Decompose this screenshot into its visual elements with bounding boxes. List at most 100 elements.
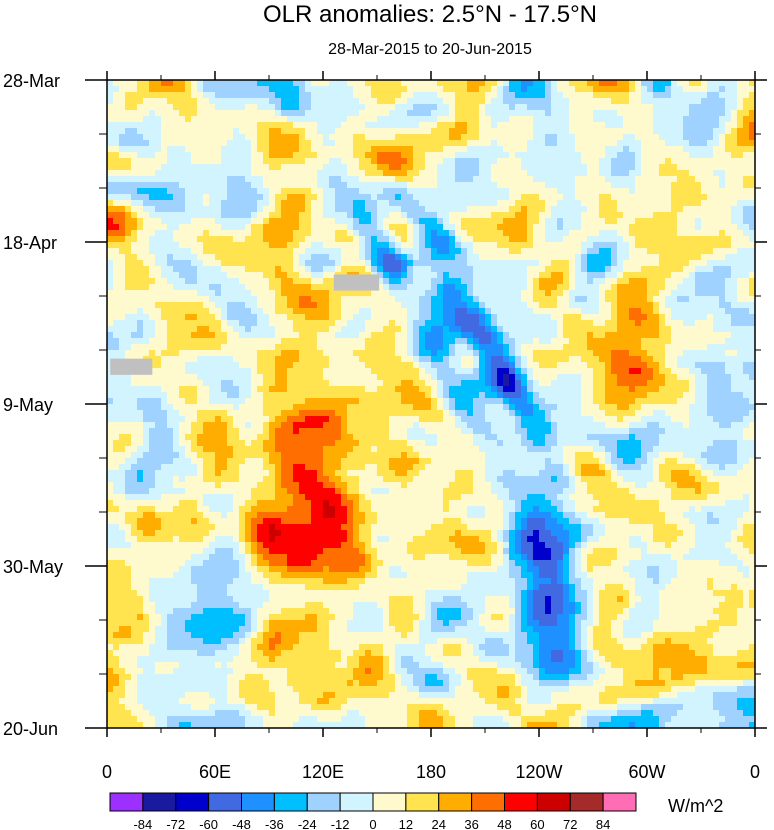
field-cell: [743, 170, 750, 177]
field-cell: [485, 254, 492, 261]
field-cell: [119, 134, 126, 141]
field-cell: [203, 350, 210, 357]
field-cell: [413, 218, 420, 225]
field-cell: [221, 146, 228, 153]
field-cell: [725, 254, 732, 261]
field-cell: [155, 266, 162, 273]
field-cell: [503, 302, 510, 309]
field-cell: [599, 242, 606, 249]
field-cell: [335, 122, 342, 129]
field-cell: [647, 320, 654, 327]
field-cell: [743, 236, 750, 243]
field-cell: [335, 260, 342, 267]
field-cell: [125, 182, 132, 189]
field-cell: [719, 176, 726, 183]
field-cell: [671, 242, 678, 249]
field-cell: [569, 290, 576, 297]
field-cell: [299, 230, 306, 237]
field-cell: [305, 218, 312, 225]
field-cell: [491, 194, 498, 201]
field-cell: [107, 170, 114, 177]
field-cell: [131, 146, 138, 153]
field-cell: [425, 152, 432, 159]
field-cell: [383, 266, 390, 273]
field-cell: [713, 224, 720, 231]
field-cell: [599, 188, 606, 195]
field-cell: [161, 110, 168, 117]
field-cell: [197, 158, 204, 165]
field-cell: [491, 284, 498, 291]
field-cell: [539, 266, 546, 273]
field-cell: [683, 290, 690, 297]
field-cell: [503, 260, 510, 267]
field-cell: [641, 344, 648, 351]
field-cell: [245, 164, 252, 171]
field-cell: [563, 350, 570, 357]
field-cell: [251, 158, 258, 165]
field-cell: [557, 290, 564, 297]
field-cell: [365, 98, 372, 105]
field-cell: [269, 248, 276, 255]
field-cell: [125, 296, 132, 303]
field-cell: [431, 236, 438, 243]
field-cell: [329, 320, 336, 327]
field-cell: [581, 128, 588, 135]
field-cell: [563, 140, 570, 147]
field-cell: [149, 152, 156, 159]
field-cell: [359, 350, 366, 357]
field-cell: [731, 290, 738, 297]
field-cell: [563, 320, 570, 327]
field-cell: [245, 302, 252, 309]
field-cell: [335, 128, 342, 135]
field-cell: [725, 320, 732, 327]
field-cell: [179, 110, 186, 117]
field-cell: [329, 302, 336, 309]
field-cell: [605, 188, 612, 195]
field-cell: [653, 152, 660, 159]
field-cell: [419, 80, 426, 87]
field-cell: [155, 80, 162, 87]
field-cell: [587, 218, 594, 225]
field-cell: [281, 80, 288, 87]
field-cell: [281, 242, 288, 249]
field-cell: [695, 134, 702, 141]
field-cell: [743, 140, 750, 147]
field-cell: [329, 338, 336, 345]
field-cell: [185, 110, 192, 117]
field-cell: [197, 242, 204, 249]
field-cell: [209, 260, 216, 267]
field-cell: [671, 86, 678, 93]
field-cell: [503, 314, 510, 321]
field-cell: [671, 212, 678, 219]
field-cell: [119, 308, 126, 315]
field-cell: [227, 338, 234, 345]
field-cell: [527, 212, 534, 219]
field-cell: [383, 92, 390, 99]
field-cell: [305, 200, 312, 207]
field-cell: [395, 278, 402, 285]
field-cell: [281, 218, 288, 225]
field-cell: [521, 158, 528, 165]
field-cell: [485, 320, 492, 327]
field-cell: [725, 224, 732, 231]
field-cell: [179, 356, 186, 363]
field-cell: [557, 344, 564, 351]
field-cell: [497, 134, 504, 141]
field-cell: [107, 230, 114, 237]
field-cell: [389, 182, 396, 189]
field-cell: [143, 170, 150, 177]
field-cell: [701, 80, 708, 87]
field-cell: [749, 296, 755, 303]
field-cell: [425, 176, 432, 183]
field-cell: [191, 86, 198, 93]
field-cell: [155, 242, 162, 249]
field-cell: [371, 290, 378, 297]
field-cell: [587, 116, 594, 123]
field-cell: [341, 164, 348, 171]
field-cell: [371, 212, 378, 219]
field-cell: [467, 338, 474, 345]
field-cell: [299, 338, 306, 345]
field-cell: [209, 302, 216, 309]
field-cell: [503, 146, 510, 153]
field-cell: [305, 128, 312, 135]
